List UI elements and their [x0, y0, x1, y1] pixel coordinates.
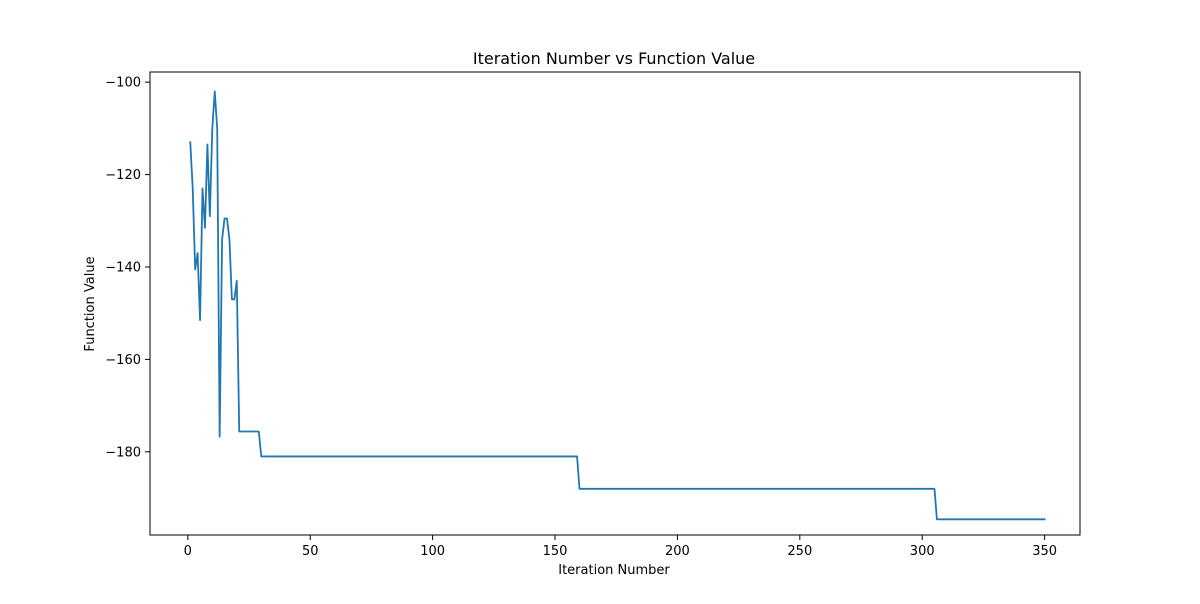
y-axis-label: Function Value	[83, 256, 98, 351]
x-tick-label: 150	[543, 544, 568, 559]
x-tick-label: 350	[1032, 544, 1057, 559]
x-tick-label: 300	[910, 544, 935, 559]
x-tick-label: 0	[184, 544, 192, 559]
x-tick-label: 100	[420, 544, 445, 559]
x-tick-label: 250	[787, 544, 812, 559]
y-tick-label: −120	[105, 168, 141, 183]
y-axis-ticks: −180 −160 −140 −120 −100	[105, 76, 150, 460]
chart-title: Iteration Number vs Function Value	[473, 49, 755, 68]
series-line-0	[189, 90, 1046, 521]
x-tick-label: 50	[302, 544, 319, 559]
y-tick-label: −140	[105, 260, 141, 275]
y-tick-label: −100	[105, 76, 141, 91]
y-tick-label: −180	[105, 445, 141, 460]
x-axis-label: Iteration Number	[558, 563, 670, 578]
x-axis-ticks: 0 50 100 150 200 250 300 350	[184, 535, 1057, 559]
axes-frame	[149, 71, 1081, 536]
y-tick-label: −160	[105, 353, 141, 368]
plot-area	[189, 90, 1046, 521]
x-tick-label: 200	[665, 544, 690, 559]
